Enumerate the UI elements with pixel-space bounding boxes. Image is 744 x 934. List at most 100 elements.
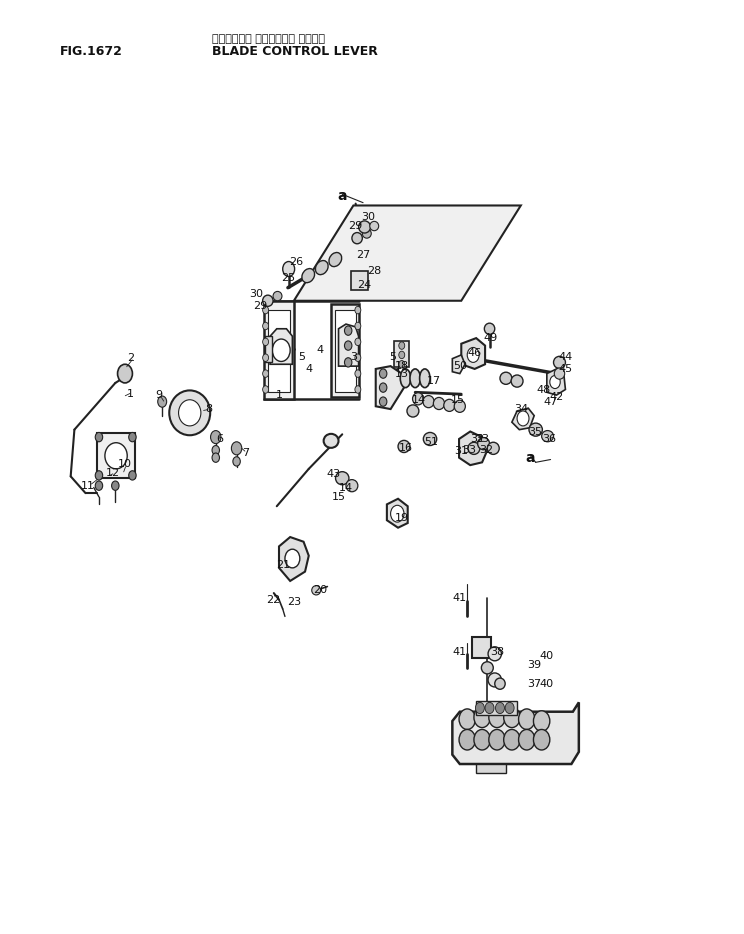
Text: 29: 29 bbox=[253, 302, 268, 311]
Circle shape bbox=[467, 347, 479, 362]
Text: 20: 20 bbox=[313, 586, 327, 595]
Circle shape bbox=[95, 432, 103, 442]
Text: 26: 26 bbox=[289, 257, 303, 266]
Ellipse shape bbox=[352, 233, 362, 244]
Ellipse shape bbox=[263, 295, 273, 306]
Circle shape bbox=[263, 354, 269, 361]
Circle shape bbox=[519, 729, 535, 750]
Ellipse shape bbox=[407, 404, 419, 417]
Text: 42: 42 bbox=[549, 392, 564, 402]
Bar bbox=[331, 304, 359, 397]
Text: 14: 14 bbox=[339, 483, 353, 492]
Ellipse shape bbox=[454, 400, 466, 413]
Ellipse shape bbox=[400, 369, 411, 388]
Polygon shape bbox=[387, 499, 408, 528]
Ellipse shape bbox=[179, 400, 201, 426]
Circle shape bbox=[399, 342, 405, 349]
Text: 41: 41 bbox=[453, 647, 466, 657]
Circle shape bbox=[233, 457, 240, 466]
Text: 4: 4 bbox=[316, 346, 324, 355]
Bar bbox=[394, 341, 409, 367]
Bar bbox=[472, 637, 491, 658]
Ellipse shape bbox=[481, 661, 493, 674]
Text: 3: 3 bbox=[350, 352, 357, 361]
Circle shape bbox=[504, 707, 520, 728]
Ellipse shape bbox=[443, 399, 455, 412]
Ellipse shape bbox=[478, 437, 490, 449]
Circle shape bbox=[474, 707, 490, 728]
Circle shape bbox=[496, 702, 504, 714]
Polygon shape bbox=[452, 355, 465, 374]
Text: 18: 18 bbox=[395, 361, 408, 371]
Ellipse shape bbox=[302, 269, 315, 283]
Circle shape bbox=[399, 351, 405, 359]
Polygon shape bbox=[461, 338, 485, 369]
Circle shape bbox=[129, 471, 136, 480]
Text: 6: 6 bbox=[216, 434, 223, 444]
Circle shape bbox=[550, 375, 560, 389]
Polygon shape bbox=[265, 336, 272, 362]
Circle shape bbox=[283, 262, 295, 276]
Bar bbox=[476, 764, 506, 773]
Text: 28: 28 bbox=[367, 266, 382, 276]
Text: 22: 22 bbox=[266, 595, 280, 604]
Circle shape bbox=[379, 369, 387, 378]
Text: 34: 34 bbox=[514, 404, 527, 414]
Circle shape bbox=[344, 326, 352, 335]
Text: 2: 2 bbox=[126, 353, 134, 362]
Bar bbox=[268, 310, 290, 392]
Text: 47: 47 bbox=[543, 397, 558, 406]
Ellipse shape bbox=[312, 586, 321, 595]
Polygon shape bbox=[459, 432, 487, 465]
Circle shape bbox=[399, 361, 405, 368]
Ellipse shape bbox=[398, 440, 410, 453]
Text: 36: 36 bbox=[542, 434, 556, 444]
Text: a: a bbox=[338, 190, 347, 203]
Circle shape bbox=[231, 442, 242, 455]
Circle shape bbox=[95, 481, 103, 490]
Text: 10: 10 bbox=[118, 460, 132, 469]
Ellipse shape bbox=[329, 252, 341, 266]
Circle shape bbox=[459, 709, 475, 729]
Circle shape bbox=[533, 711, 550, 731]
Ellipse shape bbox=[410, 369, 420, 388]
Ellipse shape bbox=[105, 443, 127, 469]
Ellipse shape bbox=[169, 390, 210, 435]
Bar bbox=[97, 433, 135, 478]
Ellipse shape bbox=[488, 646, 501, 661]
Circle shape bbox=[263, 370, 269, 377]
Circle shape bbox=[459, 729, 475, 750]
Circle shape bbox=[355, 322, 361, 330]
Text: 43: 43 bbox=[327, 470, 340, 479]
Ellipse shape bbox=[529, 423, 542, 436]
Text: 16: 16 bbox=[400, 444, 413, 453]
Circle shape bbox=[474, 729, 490, 750]
Text: 30: 30 bbox=[250, 290, 263, 299]
Text: 33: 33 bbox=[462, 446, 475, 455]
Ellipse shape bbox=[488, 672, 501, 687]
Text: 19: 19 bbox=[395, 514, 408, 523]
Text: 32: 32 bbox=[471, 434, 484, 444]
Circle shape bbox=[504, 729, 520, 750]
Circle shape bbox=[272, 339, 290, 361]
Circle shape bbox=[355, 354, 361, 361]
Bar bbox=[351, 271, 368, 290]
Text: 15: 15 bbox=[332, 492, 345, 502]
Circle shape bbox=[344, 358, 352, 367]
Text: 9: 9 bbox=[155, 390, 162, 400]
Circle shape bbox=[519, 709, 535, 729]
Text: 45: 45 bbox=[559, 364, 572, 374]
Text: BLADE CONTROL LEVER: BLADE CONTROL LEVER bbox=[212, 45, 378, 58]
Text: 8: 8 bbox=[205, 404, 212, 414]
Ellipse shape bbox=[554, 356, 565, 369]
Text: 23: 23 bbox=[287, 598, 301, 607]
Text: 44: 44 bbox=[558, 352, 573, 361]
Circle shape bbox=[212, 453, 219, 462]
Ellipse shape bbox=[370, 221, 379, 231]
Text: 25: 25 bbox=[282, 274, 295, 283]
Text: 30: 30 bbox=[362, 212, 375, 221]
Circle shape bbox=[285, 549, 300, 568]
Circle shape bbox=[355, 370, 361, 377]
Text: 46: 46 bbox=[468, 348, 481, 358]
Ellipse shape bbox=[468, 442, 480, 455]
